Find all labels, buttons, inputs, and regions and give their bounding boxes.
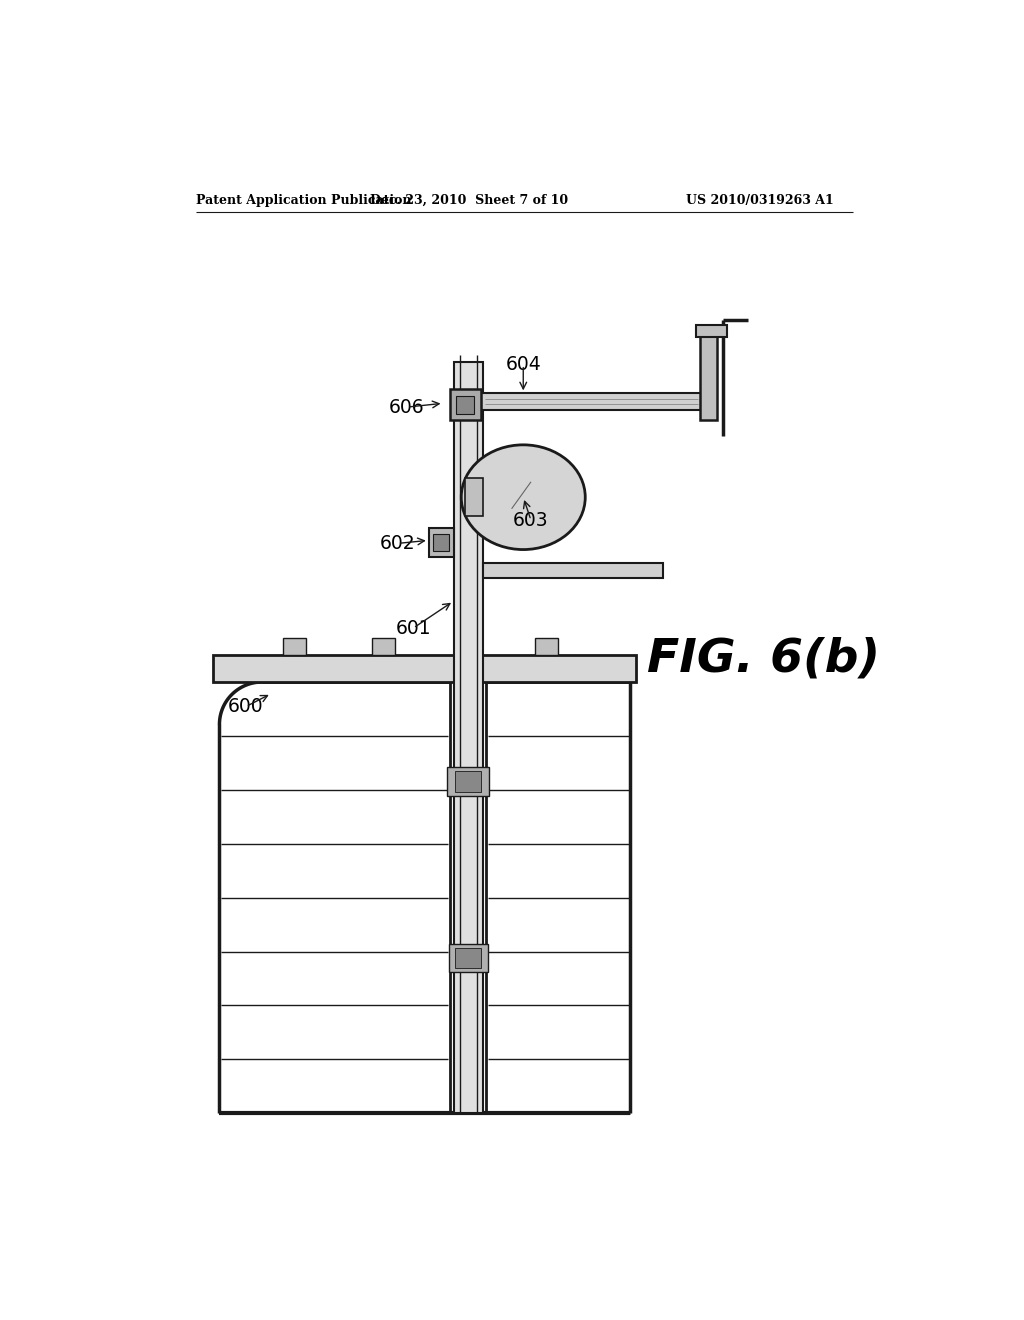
Bar bbox=[454, 363, 483, 1113]
Text: 604: 604 bbox=[506, 355, 541, 375]
Bar bbox=[480, 393, 701, 411]
Bar bbox=[535, 638, 558, 655]
Bar bbox=[447, 767, 489, 796]
Text: Patent Application Publication: Patent Application Publication bbox=[197, 194, 412, 207]
Text: 606: 606 bbox=[389, 397, 425, 417]
Bar bbox=[456, 396, 474, 414]
Bar bbox=[429, 528, 454, 557]
Bar bbox=[465, 478, 483, 516]
Text: 601: 601 bbox=[395, 619, 431, 638]
Ellipse shape bbox=[461, 445, 586, 549]
Text: 602: 602 bbox=[380, 533, 416, 553]
Text: 603: 603 bbox=[513, 511, 549, 529]
Bar bbox=[696, 325, 727, 337]
Text: US 2010/0319263 A1: US 2010/0319263 A1 bbox=[685, 194, 834, 207]
Text: Dec. 23, 2010  Sheet 7 of 10: Dec. 23, 2010 Sheet 7 of 10 bbox=[370, 194, 568, 207]
Bar bbox=[449, 944, 487, 972]
Bar bbox=[483, 562, 663, 578]
Bar bbox=[372, 638, 395, 655]
Bar bbox=[213, 655, 636, 682]
Text: 600: 600 bbox=[228, 697, 263, 717]
Bar bbox=[455, 948, 481, 968]
Bar bbox=[283, 638, 306, 655]
Bar bbox=[433, 535, 449, 552]
Bar bbox=[450, 389, 480, 420]
Bar bbox=[700, 335, 717, 420]
Bar bbox=[455, 771, 481, 792]
Text: FIG. 6(b): FIG. 6(b) bbox=[647, 636, 880, 681]
